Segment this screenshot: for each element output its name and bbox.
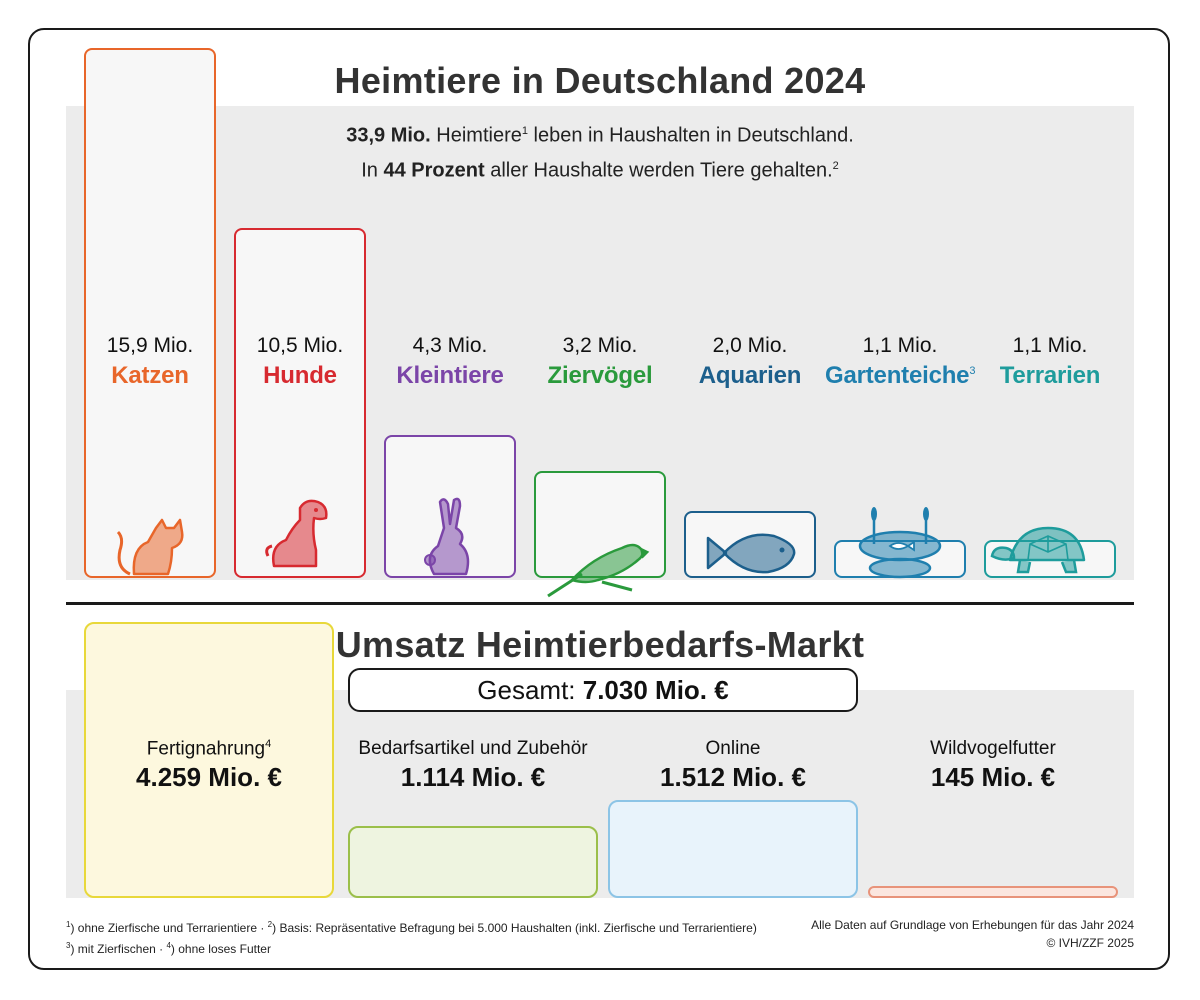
market-value-label: 145 Mio. € bbox=[930, 762, 1056, 792]
market-total: Gesamt: 7.030 Mio. € bbox=[348, 668, 858, 712]
market-title: Umsatz Heimtierbedarfs-Markt bbox=[335, 624, 865, 665]
pets-subtitle-line2: In 44 Prozent aller Haushalte werden Tie… bbox=[361, 159, 839, 182]
rabbit-icon bbox=[418, 494, 482, 583]
bar-value-label: 1,1 Mio. bbox=[862, 334, 938, 357]
bar-value-label: 3,2 Mio. bbox=[562, 334, 638, 357]
section-divider bbox=[66, 602, 1134, 605]
footnote-marker: 3 bbox=[969, 365, 976, 377]
footnote-line-1: 1) ohne Zierfische und Terrarientiere · … bbox=[66, 920, 757, 935]
bar-label: 10,5 Mio. Hunde bbox=[225, 334, 375, 390]
bar-value-label: 1,1 Mio. bbox=[1012, 334, 1088, 357]
bar-katzen bbox=[84, 48, 216, 578]
turtle-icon bbox=[984, 522, 1094, 583]
bar-label: 3,2 Mio. Ziervögel bbox=[525, 334, 675, 390]
bar-label: 15,9 Mio. Katzen bbox=[75, 334, 225, 390]
bar-label: 4,3 Mio. Kleintiere bbox=[375, 334, 525, 390]
bar-label: 2,0 Mio. Aquarien bbox=[675, 334, 825, 390]
market-value-label: 1.114 Mio. € bbox=[400, 762, 546, 792]
parrot-icon bbox=[542, 518, 652, 603]
footnote-marker: 4 bbox=[265, 738, 272, 750]
footnote-line-2: 3) mit Zierfischen · 4) ohne loses Futte… bbox=[66, 941, 271, 956]
market-bar-label: Wildvogelfutter 145 Mio. € bbox=[867, 738, 1119, 793]
copyright: © IVH/ZZF 2025 bbox=[1046, 936, 1134, 950]
bar-category-label: Kleintiere bbox=[396, 362, 504, 389]
market-bar-label: Online 1.512 Mio. € bbox=[607, 738, 859, 793]
footnotes-right: Alle Daten auf Grundlage von Erhebungen … bbox=[811, 916, 1134, 952]
market-category-label: Bedarfsartikel und Zubehör bbox=[358, 738, 588, 759]
pond-icon bbox=[850, 500, 950, 585]
bar-value-label: 15,9 Mio. bbox=[106, 334, 194, 357]
bar-category-label: Katzen bbox=[111, 362, 189, 389]
pets-subtitle-line1: 33,9 Mio. Heimtiere1 leben in Haushalten… bbox=[346, 124, 854, 147]
cat-icon bbox=[110, 498, 190, 583]
data-basis-note: Alle Daten auf Grundlage von Erhebungen … bbox=[811, 918, 1134, 932]
market-category-label: Wildvogelfutter bbox=[930, 738, 1056, 759]
market-bar-label: Bedarfsartikel und Zubehör 1.114 Mio. € bbox=[347, 738, 599, 793]
market-value-label: 4.259 Mio. € bbox=[136, 762, 282, 793]
bar-value-label: 4,3 Mio. bbox=[412, 334, 488, 357]
bar-label: 1,1 Mio. Gartenteiche3 bbox=[825, 334, 975, 390]
footnotes-left: 1) ohne Zierfische und Terrarientiere · … bbox=[66, 916, 757, 958]
fish-icon bbox=[702, 528, 802, 583]
bar-category-label: Hunde bbox=[263, 362, 337, 389]
market-bar-label: Fertignahrung4 4.259 Mio. € bbox=[83, 738, 335, 793]
infographic-frame bbox=[28, 28, 1170, 970]
bar-value-label: 10,5 Mio. bbox=[256, 334, 344, 357]
pets-subtitle: 33,9 Mio. Heimtiere1 leben in Haushalten… bbox=[0, 116, 1200, 185]
market-category-label: Fertignahrung4 bbox=[146, 738, 272, 760]
market-bar-2 bbox=[348, 825, 598, 898]
bar-category-label: Aquarien bbox=[698, 362, 802, 389]
market-bar-4 bbox=[868, 886, 1118, 898]
bar-category-label: Gartenteiche3 bbox=[825, 362, 976, 389]
dog-icon bbox=[256, 490, 336, 575]
bar-label: 1,1 Mio. Terrarien bbox=[975, 334, 1125, 390]
bar-category-label: Ziervögel bbox=[547, 362, 653, 389]
market-category-label: Online bbox=[705, 738, 761, 759]
market-bar-3 bbox=[608, 800, 858, 898]
bar-value-label: 2,0 Mio. bbox=[712, 334, 788, 357]
market-bar-1 bbox=[84, 622, 334, 898]
market-value-label: 1.512 Mio. € bbox=[660, 762, 806, 792]
pets-title: Heimtiere in Deutschland 2024 bbox=[334, 60, 866, 101]
bar-category-label: Terrarien bbox=[999, 362, 1101, 389]
